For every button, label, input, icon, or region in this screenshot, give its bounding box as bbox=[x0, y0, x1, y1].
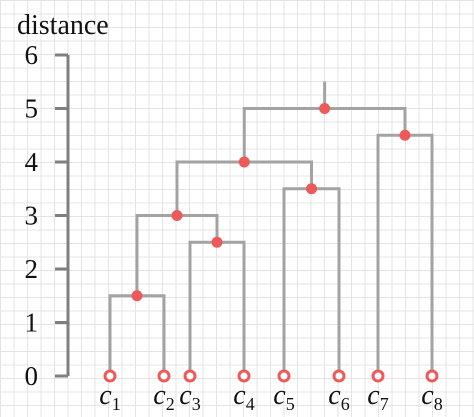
leaf-label-subscript: 2 bbox=[166, 394, 175, 414]
leaf-node bbox=[237, 369, 251, 383]
leaf-label-subscript: 6 bbox=[341, 394, 350, 414]
y-axis-title: distance bbox=[17, 10, 109, 41]
leaf-node bbox=[157, 369, 171, 383]
merge-node bbox=[131, 290, 143, 302]
merge-node bbox=[306, 183, 317, 195]
leaf-label: c4 bbox=[233, 380, 254, 414]
dendrogram-link bbox=[376, 133, 434, 376]
leaf-label: c2 bbox=[153, 380, 174, 414]
leaf-node bbox=[425, 369, 439, 383]
leaf-label-base: c bbox=[367, 380, 380, 411]
leaf-label-base: c bbox=[328, 380, 341, 411]
leaf-label: c1 bbox=[99, 380, 120, 414]
leaf-label: c7 bbox=[367, 380, 388, 414]
leaf-label-subscript: 5 bbox=[286, 394, 295, 414]
dendrogram-nodes bbox=[131, 103, 411, 302]
leaf-label-base: c bbox=[99, 380, 112, 411]
merge-node bbox=[211, 236, 223, 248]
merge-node bbox=[171, 210, 183, 221]
leaf-label: c5 bbox=[273, 380, 294, 414]
dendrogram-links bbox=[108, 81, 434, 376]
leaf-node bbox=[371, 369, 385, 383]
leaf-label: c6 bbox=[328, 380, 349, 414]
leaf-label-base: c bbox=[421, 380, 434, 411]
leaf-nodes: c1 c2 c3 c4 c5 c6 c7 c8 bbox=[99, 369, 443, 414]
leaf-label-base: c bbox=[233, 380, 246, 411]
y-tick-label: 5 bbox=[25, 94, 39, 124]
leaf-label-subscript: 3 bbox=[192, 394, 201, 414]
leaf-node bbox=[183, 369, 197, 383]
leaf-label-subscript: 8 bbox=[434, 394, 443, 414]
y-tick-label: 4 bbox=[25, 147, 39, 177]
merge-node bbox=[319, 103, 331, 114]
leaf-label-base: c bbox=[273, 380, 286, 411]
y-axis-ticks: 0 1 2 3 4 5 6 bbox=[25, 40, 68, 391]
dendrogram-link bbox=[108, 294, 166, 376]
dendrogram-link bbox=[188, 240, 246, 376]
leaf-label-base: c bbox=[153, 380, 166, 411]
y-tick-label: 6 bbox=[25, 40, 39, 70]
leaf-label-subscript: 4 bbox=[246, 394, 255, 414]
leaf-node bbox=[103, 369, 117, 383]
leaf-node bbox=[277, 369, 291, 383]
merge-node bbox=[399, 129, 411, 141]
leaf-label: c8 bbox=[421, 380, 442, 414]
y-tick-label: 1 bbox=[25, 308, 39, 338]
merge-node bbox=[238, 156, 250, 168]
leaf-label-base: c bbox=[179, 380, 192, 411]
dendrogram-link bbox=[135, 214, 219, 296]
y-tick-label: 0 bbox=[25, 361, 39, 391]
leaf-node bbox=[332, 369, 346, 383]
y-tick-label: 2 bbox=[25, 254, 39, 284]
leaf-label-subscript: 7 bbox=[380, 394, 389, 414]
dendrogram-link bbox=[282, 187, 341, 376]
leaf-label-subscript: 1 bbox=[112, 394, 121, 414]
leaf-label: c3 bbox=[179, 380, 200, 414]
y-tick-label: 3 bbox=[25, 201, 39, 231]
